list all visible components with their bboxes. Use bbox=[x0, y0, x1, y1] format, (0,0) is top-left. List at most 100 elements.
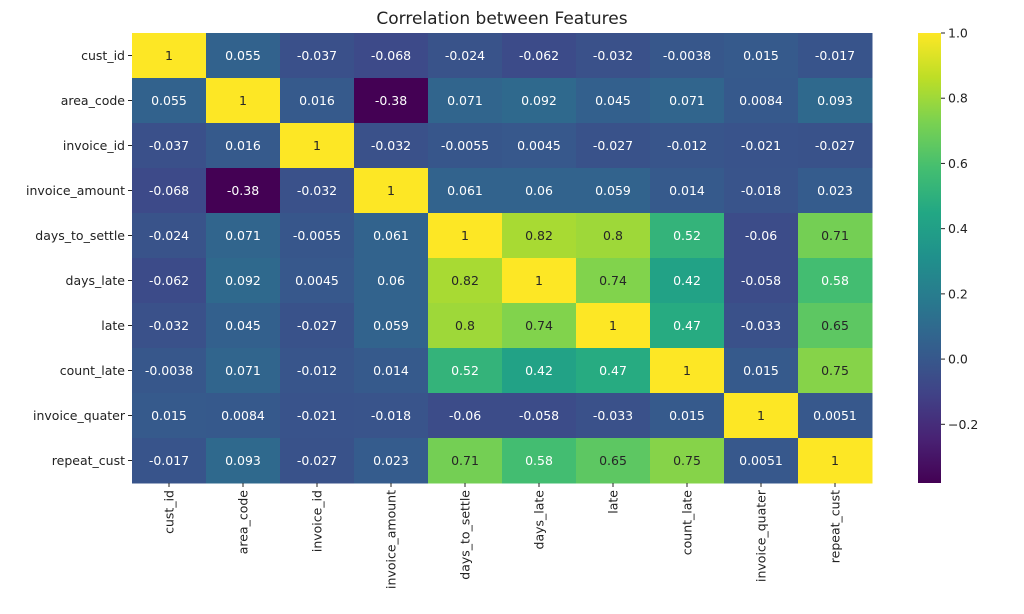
cell-annotation: 0.023 bbox=[817, 183, 853, 198]
cell-annotation: 0.65 bbox=[599, 453, 627, 468]
y-tick-label: repeat_cust bbox=[52, 453, 125, 468]
cell-annotation: 0.47 bbox=[599, 363, 627, 378]
cell-annotation: -0.037 bbox=[149, 138, 189, 153]
heatmap-cell bbox=[280, 33, 355, 79]
heatmap-cell bbox=[206, 33, 281, 79]
heatmap-cell bbox=[724, 168, 799, 214]
heatmap-cell bbox=[576, 348, 651, 394]
heatmap-cell bbox=[428, 213, 503, 259]
cell-annotation: -0.027 bbox=[815, 138, 855, 153]
cell-annotation: 0.74 bbox=[599, 273, 627, 288]
cell-annotation: 0.055 bbox=[225, 48, 261, 63]
heatmap-cell bbox=[132, 348, 207, 394]
y-tick-labels: cust_id area_code invoice_id invoice_amount… bbox=[26, 48, 132, 468]
cell-annotation: -0.018 bbox=[371, 408, 411, 423]
y-tick-label: count_late bbox=[60, 363, 126, 378]
heatmap-cell bbox=[798, 303, 873, 349]
cell-annotation: 1 bbox=[461, 228, 469, 243]
heatmap-cell bbox=[428, 33, 503, 79]
heatmap-cell bbox=[354, 78, 429, 124]
heatmap-cell bbox=[502, 348, 577, 394]
heatmap-cell bbox=[724, 438, 799, 484]
x-tick-label: days_to_settle bbox=[458, 490, 473, 580]
cell-annotation: -0.06 bbox=[449, 408, 481, 423]
heatmap-cell bbox=[354, 438, 429, 484]
heatmap-cell bbox=[724, 348, 799, 394]
cell-annotation: 0.092 bbox=[521, 93, 557, 108]
heatmap-cell bbox=[502, 258, 577, 304]
cell-annotation: 1 bbox=[387, 183, 395, 198]
heatmap-cell bbox=[428, 168, 503, 214]
heatmap-cell bbox=[206, 303, 281, 349]
cell-annotation: -0.033 bbox=[741, 318, 781, 333]
cell-annotation: -0.024 bbox=[149, 228, 189, 243]
x-tick-label: late bbox=[606, 490, 621, 514]
heatmap-cell bbox=[576, 78, 651, 124]
cell-annotation: -0.018 bbox=[741, 183, 781, 198]
cell-annotation: 0.0045 bbox=[295, 273, 339, 288]
cell-annotation: -0.06 bbox=[745, 228, 777, 243]
cell-annotation: 0.061 bbox=[373, 228, 409, 243]
cell-annotation: 0.71 bbox=[821, 228, 849, 243]
heatmap-cell bbox=[724, 78, 799, 124]
heatmap-cell bbox=[428, 438, 503, 484]
cell-annotation: -0.017 bbox=[815, 48, 855, 63]
heatmap-cell bbox=[428, 348, 503, 394]
heatmap-cell bbox=[502, 123, 577, 169]
heatmap-cell bbox=[650, 303, 725, 349]
heatmap-cell bbox=[280, 78, 355, 124]
colorbar-tick-label: 0.4 bbox=[948, 221, 968, 236]
cell-annotation: 0.0084 bbox=[221, 408, 265, 423]
x-tick-label: days_late bbox=[532, 490, 547, 550]
cell-annotation: 0.0084 bbox=[739, 93, 783, 108]
y-tick-label: invoice_id bbox=[63, 138, 125, 153]
heatmap-cell bbox=[280, 393, 355, 439]
colorbar-tick-label: −0.2 bbox=[948, 417, 978, 432]
heatmap-cell bbox=[132, 213, 207, 259]
heatmap-cell bbox=[354, 258, 429, 304]
cell-annotation: -0.032 bbox=[371, 138, 411, 153]
cell-annotation: 0.75 bbox=[821, 363, 849, 378]
heatmap-cell bbox=[798, 348, 873, 394]
cell-annotation: 0.71 bbox=[451, 453, 479, 468]
cell-annotation: 0.055 bbox=[151, 93, 187, 108]
cell-annotation: 0.015 bbox=[743, 363, 779, 378]
heatmap-cell bbox=[798, 123, 873, 169]
cell-annotation: 0.045 bbox=[595, 93, 631, 108]
heatmap-cell bbox=[576, 213, 651, 259]
heatmap-cell bbox=[798, 33, 873, 79]
cell-annotation: 1 bbox=[165, 48, 173, 63]
y-tick-label: area_code bbox=[61, 93, 126, 108]
heatmap-cell bbox=[576, 33, 651, 79]
cell-annotation: -0.0055 bbox=[293, 228, 341, 243]
cell-annotation: 0.071 bbox=[225, 228, 261, 243]
y-tick-label: invoice_quater bbox=[33, 408, 126, 423]
cell-annotation: 0.059 bbox=[595, 183, 631, 198]
cell-annotation: 0.0051 bbox=[813, 408, 857, 423]
heatmap-cell bbox=[650, 258, 725, 304]
cell-annotation: 0.65 bbox=[821, 318, 849, 333]
cell-annotation: 0.071 bbox=[225, 363, 261, 378]
heatmap-cell bbox=[650, 213, 725, 259]
heatmap-cell bbox=[280, 438, 355, 484]
cell-annotation: 1 bbox=[535, 273, 543, 288]
colorbar-tick-label: 1.0 bbox=[948, 26, 968, 41]
cell-annotation: 0.0045 bbox=[517, 138, 561, 153]
heatmap-cell bbox=[206, 168, 281, 214]
heatmap-cell bbox=[206, 258, 281, 304]
cell-annotation: -0.021 bbox=[297, 408, 337, 423]
heatmap-cell bbox=[650, 33, 725, 79]
x-tick-label: invoice_id bbox=[310, 490, 325, 552]
heatmap-cell bbox=[798, 213, 873, 259]
cell-annotation: 0.42 bbox=[673, 273, 701, 288]
cell-annotation: -0.068 bbox=[149, 183, 189, 198]
heatmap-cell bbox=[354, 303, 429, 349]
cell-annotation: -0.0038 bbox=[145, 363, 193, 378]
cell-annotation: -0.058 bbox=[741, 273, 781, 288]
heatmap-cell bbox=[650, 168, 725, 214]
heatmap-cell bbox=[354, 33, 429, 79]
cell-annotation: -0.033 bbox=[593, 408, 633, 423]
x-tick-label: area_code bbox=[236, 490, 251, 555]
heatmap-cell bbox=[798, 78, 873, 124]
